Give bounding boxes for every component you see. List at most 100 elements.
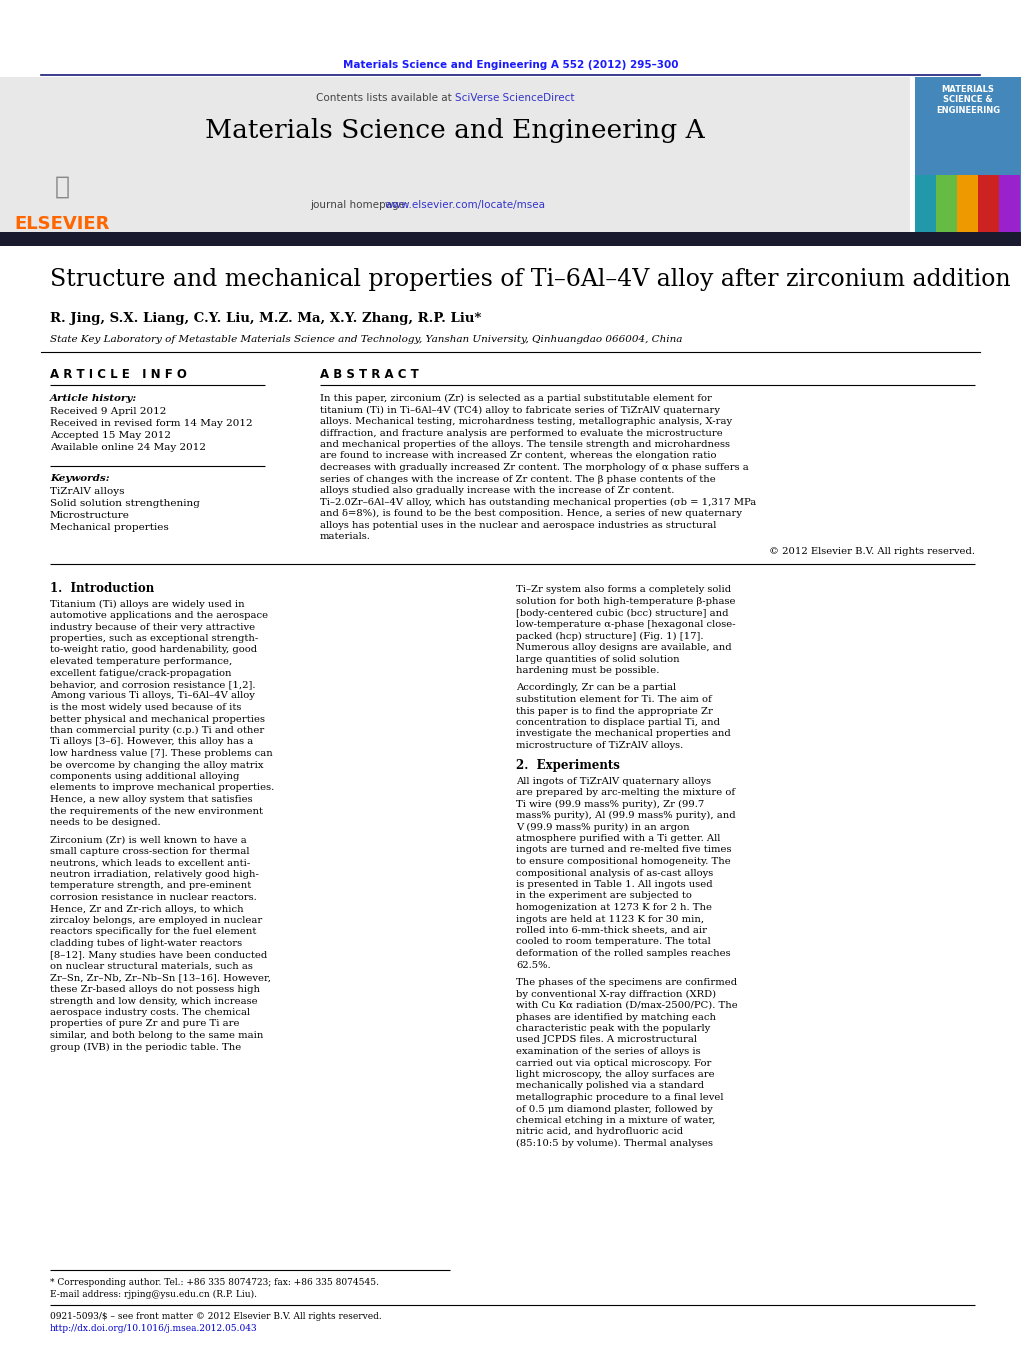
Text: hardening must be possible.: hardening must be possible. [516, 666, 660, 676]
Text: cladding tubes of light-water reactors: cladding tubes of light-water reactors [50, 939, 242, 948]
Text: Zirconium (Zr) is well known to have a: Zirconium (Zr) is well known to have a [50, 835, 247, 844]
Text: reactors specifically for the fuel element: reactors specifically for the fuel eleme… [50, 928, 256, 936]
Text: properties, such as exceptional strength-: properties, such as exceptional strength… [50, 634, 258, 643]
Text: Structure and mechanical properties of Ti–6Al–4V alloy after zirconium addition: Structure and mechanical properties of T… [50, 267, 1011, 290]
Text: carried out via optical microscopy. For: carried out via optical microscopy. For [516, 1058, 712, 1067]
Text: A B S T R A C T: A B S T R A C T [320, 367, 419, 381]
Text: strength and low density, which increase: strength and low density, which increase [50, 997, 257, 1005]
Text: packed (hcp) structure] (Fig. 1) [17].: packed (hcp) structure] (Fig. 1) [17]. [516, 631, 703, 640]
Text: The phases of the specimens are confirmed: The phases of the specimens are confirme… [516, 978, 737, 988]
Text: Numerous alloy designs are available, and: Numerous alloy designs are available, an… [516, 643, 732, 653]
Text: Titanium (Ti) alloys are widely used in: Titanium (Ti) alloys are widely used in [50, 600, 245, 608]
Text: corrosion resistance in nuclear reactors.: corrosion resistance in nuclear reactors… [50, 893, 256, 902]
Text: Ti alloys [3–6]. However, this alloy has a: Ti alloys [3–6]. However, this alloy has… [50, 738, 253, 747]
Text: automotive applications and the aerospace: automotive applications and the aerospac… [50, 611, 269, 620]
Bar [957, 176, 978, 232]
Text: Materials Science and Engineering A: Materials Science and Engineering A [205, 118, 704, 143]
Text: SciVerse ScienceDirect: SciVerse ScienceDirect [455, 93, 575, 103]
Text: Article history:: Article history: [50, 394, 137, 403]
Text: Zr–Sn, Zr–Nb, Zr–Nb–Sn [13–16]. However,: Zr–Sn, Zr–Nb, Zr–Nb–Sn [13–16]. However, [50, 974, 271, 982]
Text: zircaloy belongs, are employed in nuclear: zircaloy belongs, are employed in nuclea… [50, 916, 262, 925]
Text: excellent fatigue/crack-propagation: excellent fatigue/crack-propagation [50, 669, 232, 677]
Text: 62.5%.: 62.5%. [516, 961, 550, 970]
Text: industry because of their very attractive: industry because of their very attractiv… [50, 623, 255, 631]
Text: chemical etching in a mixture of water,: chemical etching in a mixture of water, [516, 1116, 716, 1125]
Text: ingots are turned and re-melted five times: ingots are turned and re-melted five tim… [516, 846, 731, 854]
Text: Hence, a new alloy system that satisfies: Hence, a new alloy system that satisfies [50, 794, 252, 804]
Text: © 2012 Elsevier B.V. All rights reserved.: © 2012 Elsevier B.V. All rights reserved… [769, 547, 975, 557]
Text: * Corresponding author. Tel.: +86 335 8074723; fax: +86 335 8074545.: * Corresponding author. Tel.: +86 335 80… [50, 1278, 379, 1288]
Text: E-mail address: rjping@ysu.edu.cn (R.P. Liu).: E-mail address: rjping@ysu.edu.cn (R.P. … [50, 1290, 257, 1300]
Text: neutrons, which leads to excellent anti-: neutrons, which leads to excellent anti- [50, 858, 250, 867]
Text: [8–12]. Many studies have been conducted: [8–12]. Many studies have been conducted [50, 951, 268, 959]
Text: substitution element for Ti. The aim of: substitution element for Ti. The aim of [516, 694, 712, 704]
Text: by conventional X-ray diffraction (XRD): by conventional X-ray diffraction (XRD) [516, 989, 716, 998]
Text: alloys studied also gradually increase with the increase of Zr content.: alloys studied also gradually increase w… [320, 486, 675, 494]
Text: of 0.5 μm diamond plaster, followed by: of 0.5 μm diamond plaster, followed by [516, 1105, 713, 1113]
Text: neutron irradiation, relatively good high-: neutron irradiation, relatively good hig… [50, 870, 259, 880]
Text: than commercial purity (c.p.) Ti and other: than commercial purity (c.p.) Ti and oth… [50, 725, 264, 735]
Text: decreases with gradually increased Zr content. The morphology of α phase suffers: decreases with gradually increased Zr co… [320, 463, 748, 471]
Text: 0921-5093/$ – see front matter © 2012 Elsevier B.V. All rights reserved.: 0921-5093/$ – see front matter © 2012 El… [50, 1312, 382, 1321]
Text: are found to increase with increased Zr content, whereas the elongation ratio: are found to increase with increased Zr … [320, 451, 717, 461]
Text: and δ=8%), is found to be the best composition. Hence, a series of new quaternar: and δ=8%), is found to be the best compo… [320, 509, 742, 519]
Text: diffraction, and fracture analysis are performed to evaluate the microstructure: diffraction, and fracture analysis are p… [320, 428, 723, 438]
Text: 2.  Experiments: 2. Experiments [516, 758, 620, 771]
Text: titanium (Ti) in Ti–6Al–4V (TC4) alloy to fabricate series of TiZrAlV quaternary: titanium (Ti) in Ti–6Al–4V (TC4) alloy t… [320, 405, 720, 415]
Bar [915, 176, 936, 232]
Text: metallographic procedure to a final level: metallographic procedure to a final leve… [516, 1093, 724, 1102]
Text: with Cu Kα radiation (D/max-2500/PC). The: with Cu Kα radiation (D/max-2500/PC). Th… [516, 1001, 738, 1011]
Text: V (99.9 mass% purity) in an argon: V (99.9 mass% purity) in an argon [516, 823, 689, 832]
Text: solution for both high-temperature β-phase: solution for both high-temperature β-pha… [516, 597, 735, 607]
Text: Received in revised form 14 May 2012: Received in revised form 14 May 2012 [50, 419, 252, 428]
Text: is the most widely used because of its: is the most widely used because of its [50, 703, 241, 712]
Text: Ti wire (99.9 mass% purity), Zr (99.7: Ti wire (99.9 mass% purity), Zr (99.7 [516, 800, 704, 809]
Text: better physical and mechanical properties: better physical and mechanical propertie… [50, 715, 265, 724]
Text: ELSEVIER: ELSEVIER [14, 215, 109, 232]
Text: Accepted 15 May 2012: Accepted 15 May 2012 [50, 431, 171, 440]
Text: Hence, Zr and Zr-rich alloys, to which: Hence, Zr and Zr-rich alloys, to which [50, 905, 244, 913]
Text: materials.: materials. [320, 532, 371, 540]
Text: ingots are held at 1123 K for 30 min,: ingots are held at 1123 K for 30 min, [516, 915, 704, 924]
Text: and mechanical properties of the alloys. The tensile strength and microhardness: and mechanical properties of the alloys.… [320, 440, 730, 449]
Text: Microstructure: Microstructure [50, 511, 130, 520]
Text: in the experiment are subjected to: in the experiment are subjected to [516, 892, 692, 901]
Text: phases are identified by matching each: phases are identified by matching each [516, 1012, 716, 1021]
Text: low hardness value [7]. These problems can: low hardness value [7]. These problems c… [50, 748, 273, 758]
Text: www.elsevier.com/locate/msea: www.elsevier.com/locate/msea [385, 200, 546, 209]
Bar [0, 77, 910, 232]
Bar [915, 77, 1021, 232]
Text: Mechanical properties: Mechanical properties [50, 523, 168, 532]
Text: group (IVB) in the periodic table. The: group (IVB) in the periodic table. The [50, 1043, 241, 1051]
Text: series of changes with the increase of Zr content. The β phase contents of the: series of changes with the increase of Z… [320, 474, 716, 484]
Text: these Zr-based alloys do not possess high: these Zr-based alloys do not possess hig… [50, 985, 260, 994]
Text: rolled into 6-mm-thick sheets, and air: rolled into 6-mm-thick sheets, and air [516, 925, 707, 935]
Text: elevated temperature performance,: elevated temperature performance, [50, 657, 232, 666]
Text: compositional analysis of as-cast alloys: compositional analysis of as-cast alloys [516, 869, 714, 878]
Text: Ti–2.0Zr–6Al–4V alloy, which has outstanding mechanical properties (σb = 1,317 M: Ti–2.0Zr–6Al–4V alloy, which has outstan… [320, 497, 757, 507]
Text: cooled to room temperature. The total: cooled to room temperature. The total [516, 938, 711, 947]
Text: MATERIALS
SCIENCE &
ENGINEERING: MATERIALS SCIENCE & ENGINEERING [936, 85, 1000, 115]
Text: temperature strength, and pre-eminent: temperature strength, and pre-eminent [50, 881, 251, 890]
Text: this paper is to find the appropriate Zr: this paper is to find the appropriate Zr [516, 707, 713, 716]
Text: TiZrAlV alloys: TiZrAlV alloys [50, 486, 125, 496]
Bar [0, 232, 1021, 246]
Text: All ingots of TiZrAlV quaternary alloys: All ingots of TiZrAlV quaternary alloys [516, 777, 711, 785]
Bar [999, 176, 1020, 232]
Text: journal homepage:: journal homepage: [310, 200, 411, 209]
Text: the requirements of the new environment: the requirements of the new environment [50, 807, 263, 816]
Text: mass% purity), Al (99.9 mass% purity), and: mass% purity), Al (99.9 mass% purity), a… [516, 811, 735, 820]
Text: on nuclear structural materials, such as: on nuclear structural materials, such as [50, 962, 253, 971]
Text: Among various Ti alloys, Ti–6Al–4V alloy: Among various Ti alloys, Ti–6Al–4V alloy [50, 692, 255, 701]
Text: atmosphere purified with a Ti getter. All: atmosphere purified with a Ti getter. Al… [516, 834, 721, 843]
Text: characteristic peak with the popularly: characteristic peak with the popularly [516, 1024, 711, 1034]
Text: large quantities of solid solution: large quantities of solid solution [516, 654, 680, 663]
Text: are prepared by arc-melting the mixture of: are prepared by arc-melting the mixture … [516, 788, 735, 797]
Text: Keywords:: Keywords: [50, 474, 109, 484]
Text: [body-centered cubic (bcc) structure] and: [body-centered cubic (bcc) structure] an… [516, 608, 729, 617]
Text: Accordingly, Zr can be a partial: Accordingly, Zr can be a partial [516, 684, 676, 693]
Text: to-weight ratio, good hardenability, good: to-weight ratio, good hardenability, goo… [50, 646, 257, 654]
Text: behavior, and corrosion resistance [1,2].: behavior, and corrosion resistance [1,2]… [50, 680, 255, 689]
Text: A R T I C L E   I N F O: A R T I C L E I N F O [50, 367, 187, 381]
Text: Materials Science and Engineering A 552 (2012) 295–300: Materials Science and Engineering A 552 … [343, 59, 679, 70]
